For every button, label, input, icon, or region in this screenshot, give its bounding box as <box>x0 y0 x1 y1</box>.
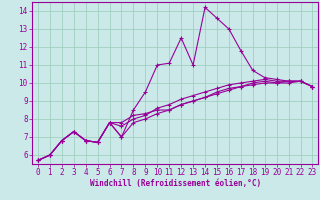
X-axis label: Windchill (Refroidissement éolien,°C): Windchill (Refroidissement éolien,°C) <box>90 179 261 188</box>
